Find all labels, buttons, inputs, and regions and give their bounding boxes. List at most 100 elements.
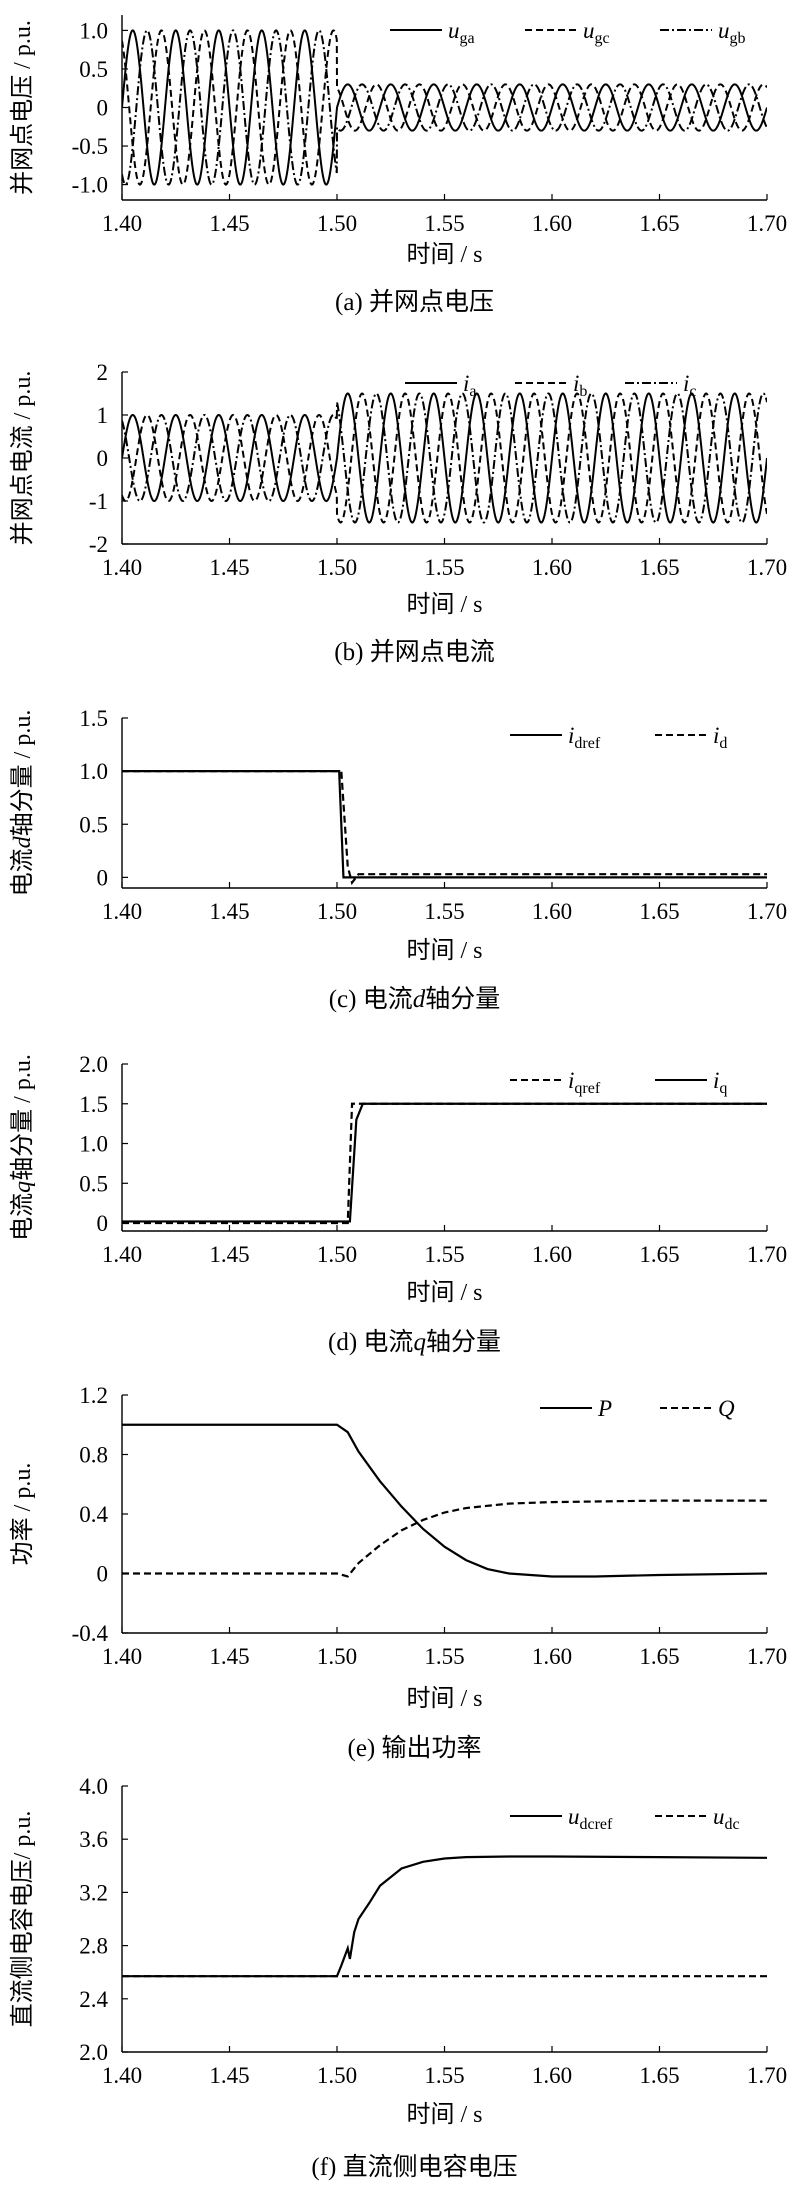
series-group — [122, 392, 767, 524]
y-tick-label: 2.4 — [79, 1987, 108, 2012]
y-tick-label: -0.5 — [72, 134, 108, 159]
series-line-udcref — [122, 1855, 767, 1978]
y-tick-label: 1.5 — [79, 706, 108, 731]
y-tick-label: 0 — [97, 1562, 109, 1587]
x-tick-label: 1.45 — [209, 211, 249, 236]
y-tick-label: -2 — [89, 532, 108, 557]
legend-label-Q: Q — [718, 1396, 735, 1421]
x-tick-label: 1.45 — [209, 555, 249, 580]
panel-a: 1.40 1.45 1.50 1.55 1.60 1.65 1.70 1.0 0.5 0 -0.5 -… — [9, 15, 787, 316]
x-tick-label: 1.45 — [209, 899, 249, 924]
series-line-ic — [122, 392, 767, 524]
x-tick-label: 1.50 — [317, 1242, 357, 1267]
y-axis-label: 电流d轴分量 / p.u. — [9, 710, 36, 897]
y-tick-label: 2.0 — [79, 1052, 108, 1077]
x-tick-label: 1.40 — [102, 2063, 142, 2088]
y-axis-label: 电流q轴分量 / p.u. — [9, 1054, 36, 1241]
series-group — [122, 770, 767, 886]
y-tick-label: 0.5 — [79, 57, 108, 82]
x-tick-label: 1.65 — [639, 1242, 679, 1267]
series-line-ib — [122, 392, 767, 524]
x-axis-label: 时间 / s — [406, 1685, 482, 1712]
y-tick-label: 1.0 — [79, 1132, 108, 1157]
legend-label-iqref: iqref — [568, 1068, 601, 1097]
x-axis-label: 时间 / s — [406, 1279, 482, 1306]
y-tick-label: 0.5 — [79, 812, 108, 837]
x-tick-label: 1.60 — [532, 1242, 572, 1267]
legend-label-ic: ic — [683, 371, 697, 400]
legend-label-id: id — [713, 723, 727, 752]
legend-label-ugb: ugb — [718, 18, 746, 47]
panel-caption: (e) 输出功率 — [348, 1734, 482, 1762]
x-tick-label: 1.70 — [747, 899, 787, 924]
y-tick-label: 0 — [97, 1211, 109, 1236]
x-tick-label: 1.55 — [424, 1644, 464, 1669]
legend: ia ib ic — [405, 371, 697, 400]
panel-caption: (f) 直流侧电容电压 — [311, 2153, 517, 2181]
legend-label-udc: udc — [713, 1804, 740, 1833]
x-tick-label: 1.65 — [639, 1644, 679, 1669]
x-tick-label: 1.40 — [102, 1644, 142, 1669]
panel-c: 1.40 1.45 1.50 1.55 1.60 1.65 1.70 1.5 1.0 0.5 0 电流… — [9, 706, 787, 1013]
y-axis-label: 并网点电压 / p.u. — [9, 20, 36, 195]
y-tick-label: 0.8 — [79, 1443, 108, 1468]
series-group — [122, 1855, 767, 1978]
series-line-uga — [122, 29, 767, 186]
x-tick-label: 1.50 — [317, 2063, 357, 2088]
panel-caption: (b) 并网点电流 — [334, 638, 494, 666]
legend-label-uga: uga — [448, 18, 475, 47]
series-line-idref — [122, 770, 767, 879]
panel-d: 1.40 1.45 1.50 1.55 1.60 1.65 1.70 2.0 1.5 1.0 0.5… — [9, 1052, 787, 1356]
panel-caption: (c) 电流d轴分量 — [329, 985, 501, 1013]
y-tick-label: 0.5 — [79, 1171, 108, 1196]
series-line-ia — [122, 392, 767, 524]
x-tick-label: 1.50 — [317, 899, 357, 924]
y-tick-label: 0.4 — [79, 1502, 108, 1527]
x-tick-label: 1.55 — [424, 211, 464, 236]
series-group — [122, 1102, 767, 1225]
y-tick-label: 2.0 — [79, 2040, 108, 2065]
x-axis-label: 时间 / s — [406, 2101, 482, 2128]
series-line-P — [122, 1423, 767, 1578]
legend-label-ib: ib — [573, 371, 587, 400]
x-tick-label: 1.55 — [424, 899, 464, 924]
x-tick-label: 1.60 — [532, 2063, 572, 2088]
panel-caption: (a) 并网点电压 — [335, 288, 494, 316]
x-tick-label: 1.40 — [102, 555, 142, 580]
legend-label-ia: ia — [463, 371, 477, 400]
series-group — [122, 1423, 767, 1578]
y-tick-label: 3.6 — [79, 1827, 108, 1852]
y-tick-label: 1.0 — [79, 18, 108, 43]
x-tick-label: 1.70 — [747, 1242, 787, 1267]
series-line-id — [122, 770, 767, 886]
x-axis-label: 时间 / s — [406, 241, 482, 268]
series-line-ugb — [122, 29, 767, 186]
x-tick-label: 1.40 — [102, 899, 142, 924]
legend-label-P: P — [597, 1396, 612, 1421]
y-axis-label: 功率 / p.u. — [9, 1463, 36, 1566]
panel-b: 1.40 1.45 1.50 1.55 1.60 1.65 1.70 2 1 0 -1 -2 并网点电流… — [9, 360, 787, 666]
x-tick-label: 1.40 — [102, 211, 142, 236]
x-tick-label: 1.65 — [639, 211, 679, 236]
x-tick-label: 1.50 — [317, 1644, 357, 1669]
x-tick-label: 1.50 — [317, 555, 357, 580]
y-tick-label: 0 — [97, 96, 109, 121]
x-tick-label: 1.60 — [532, 899, 572, 924]
series-group — [122, 29, 767, 186]
x-tick-label: 1.65 — [639, 2063, 679, 2088]
legend-label-idref: idref — [568, 723, 601, 752]
legend: udcref udc — [510, 1804, 740, 1833]
series-line-iqref — [122, 1102, 767, 1225]
y-tick-label: 0 — [97, 865, 109, 890]
y-tick-label: 2 — [97, 360, 109, 385]
x-axis-label: 时间 / s — [406, 937, 482, 964]
x-axis-label: 时间 / s — [406, 591, 482, 618]
y-tick-label: 1 — [97, 403, 109, 428]
panel-f: 1.40 1.45 1.50 1.55 1.60 1.65 1.70 4.0 3.6 3.2 2.8… — [9, 1774, 787, 2181]
y-tick-label: 2.8 — [79, 1934, 108, 1959]
x-tick-label: 1.65 — [639, 555, 679, 580]
y-tick-label: -0.4 — [72, 1621, 109, 1646]
x-tick-label: 1.45 — [209, 1644, 249, 1669]
x-tick-label: 1.70 — [747, 2063, 787, 2088]
